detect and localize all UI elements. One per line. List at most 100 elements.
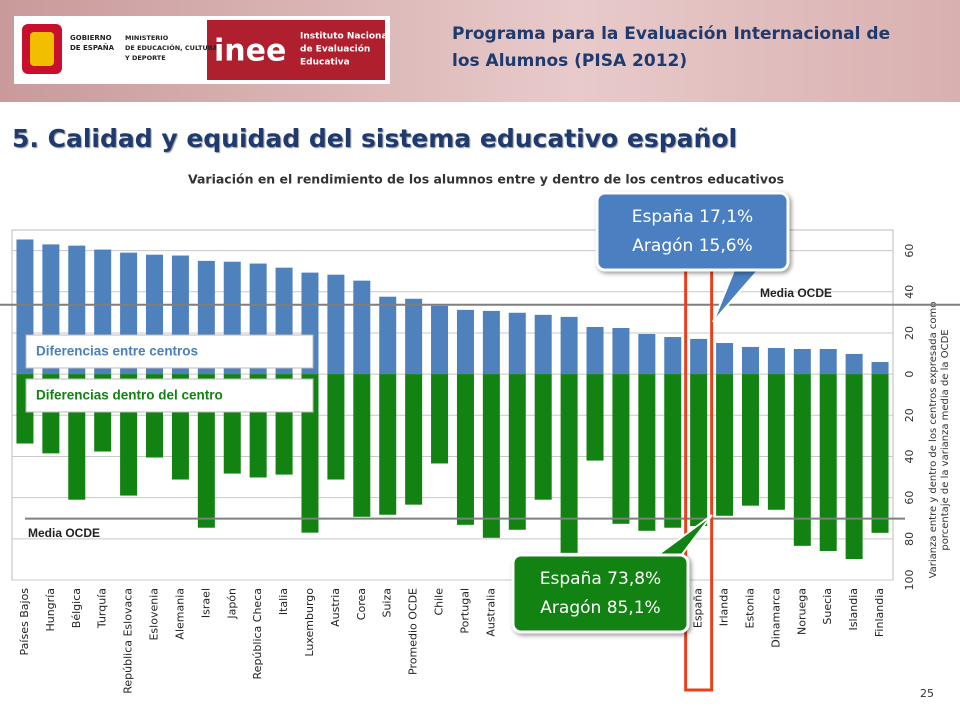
x-tick-label: Chile <box>433 588 446 616</box>
x-tick-label: Islandia <box>847 588 860 631</box>
inee-logo: inee <box>214 34 286 69</box>
legend-box <box>25 378 314 413</box>
y-tick-label: 40 <box>903 285 916 299</box>
logo-text: DE ESPAÑA <box>70 43 115 52</box>
bar <box>690 338 708 375</box>
bar <box>534 374 552 500</box>
callout-text: España 17,1% <box>632 207 753 227</box>
y-tick-label: 20 <box>903 408 916 422</box>
y-tick-label: 60 <box>903 244 916 258</box>
logo-text: DE EDUCACIÓN, CULTURA <box>125 43 218 52</box>
y-tick-label: 80 <box>903 532 916 546</box>
bar <box>586 374 604 461</box>
bar <box>379 374 397 515</box>
reference-label: Media OCDE <box>760 286 832 300</box>
bar <box>638 333 656 375</box>
bar <box>612 328 630 375</box>
header-title: Programa para la Evaluación Internaciona… <box>452 24 890 44</box>
bar <box>819 374 837 551</box>
bar <box>431 374 449 464</box>
logo-text: Instituto Nacional <box>300 32 391 42</box>
x-tick-label: Estonia <box>743 588 756 629</box>
x-tick-label: Promedio OCDE <box>407 588 420 675</box>
bar <box>690 374 708 527</box>
x-tick-label: Corea <box>355 588 368 620</box>
bar <box>534 314 552 375</box>
x-tick-label: España <box>692 588 705 628</box>
legend-box <box>25 334 314 369</box>
page-number: 25 <box>920 687 934 700</box>
bar <box>508 374 526 530</box>
y-tick-label: 20 <box>903 326 916 340</box>
x-tick-label: Portugal <box>458 588 471 634</box>
reference-label: Media OCDE <box>28 526 100 540</box>
y-axis-label: Varianza entre y dentro de los centros e… <box>928 302 939 579</box>
legend-label: Diferencias entre centros <box>36 344 198 359</box>
bar <box>586 326 604 375</box>
bar <box>301 374 319 533</box>
callout-box <box>511 553 690 634</box>
callout-text: Aragón 15,6% <box>632 236 752 256</box>
x-tick-label: Bélgica <box>70 588 83 628</box>
y-tick-label: 60 <box>903 491 916 505</box>
bar <box>664 374 682 528</box>
coat-of-arms-inner <box>30 32 54 66</box>
bar <box>845 353 863 375</box>
bar <box>327 274 345 375</box>
header-title: los Alumnos (PISA 2012) <box>452 51 687 71</box>
bar <box>767 374 785 510</box>
x-tick-label: Países Bajos <box>18 588 31 656</box>
bar <box>716 374 734 516</box>
y-tick-label: 0 <box>903 371 916 378</box>
logo-text: de Evaluación <box>300 44 370 55</box>
bar <box>612 374 630 524</box>
x-tick-label: Suecia <box>821 588 834 625</box>
x-tick-label: Turquía <box>96 588 109 629</box>
x-tick-label: Finlandia <box>873 588 886 637</box>
bar <box>405 298 423 375</box>
bar <box>793 374 811 546</box>
bar <box>327 374 345 480</box>
inee-logo-bg <box>207 20 385 80</box>
bar <box>767 347 785 375</box>
x-tick-label: República Checa <box>251 588 264 679</box>
x-tick-label: Irlanda <box>718 588 731 626</box>
bar <box>431 305 449 375</box>
bar <box>871 361 889 375</box>
slide-title: 5. Calidad y equidad del sistema educati… <box>12 124 737 153</box>
y-axis-label: porcentaje de la varianza media de la OC… <box>940 329 951 550</box>
chart-title: Variación en el rendimiento de los alumn… <box>188 172 784 187</box>
bar <box>638 374 656 531</box>
x-tick-label: Italia <box>277 588 290 615</box>
callout-text: España 73,8% <box>540 569 661 589</box>
bar <box>819 349 837 375</box>
bar <box>197 374 215 528</box>
bar <box>741 346 759 375</box>
x-tick-label: Alemania <box>173 588 186 640</box>
legend-label: Diferencias dentro del centro <box>36 388 223 403</box>
logo-text: MINISTERIO <box>125 34 169 42</box>
x-tick-label: Hungría <box>44 588 57 632</box>
logo-text: Educativa <box>300 58 350 68</box>
y-tick-label: 40 <box>903 449 916 463</box>
x-tick-label: Luxemburgo <box>303 588 316 657</box>
x-tick-label: Japón <box>225 588 238 620</box>
y-tick-label: 100 <box>903 570 916 591</box>
x-tick-label: Suiza <box>381 588 394 618</box>
bar <box>508 312 526 375</box>
callout-text: Aragón 85,1% <box>540 598 660 618</box>
bar <box>482 310 500 375</box>
bar <box>741 374 759 506</box>
bar <box>845 374 863 559</box>
logo-text: GOBIERNO <box>70 34 112 42</box>
x-tick-label: Australia <box>484 588 497 637</box>
bar <box>379 296 397 375</box>
bar <box>482 374 500 538</box>
x-tick-label: Austria <box>329 588 342 627</box>
bar <box>871 374 889 533</box>
x-tick-label: Eslovenia <box>148 588 161 641</box>
callout-box <box>595 191 790 272</box>
bar <box>664 337 682 375</box>
bar <box>793 349 811 375</box>
